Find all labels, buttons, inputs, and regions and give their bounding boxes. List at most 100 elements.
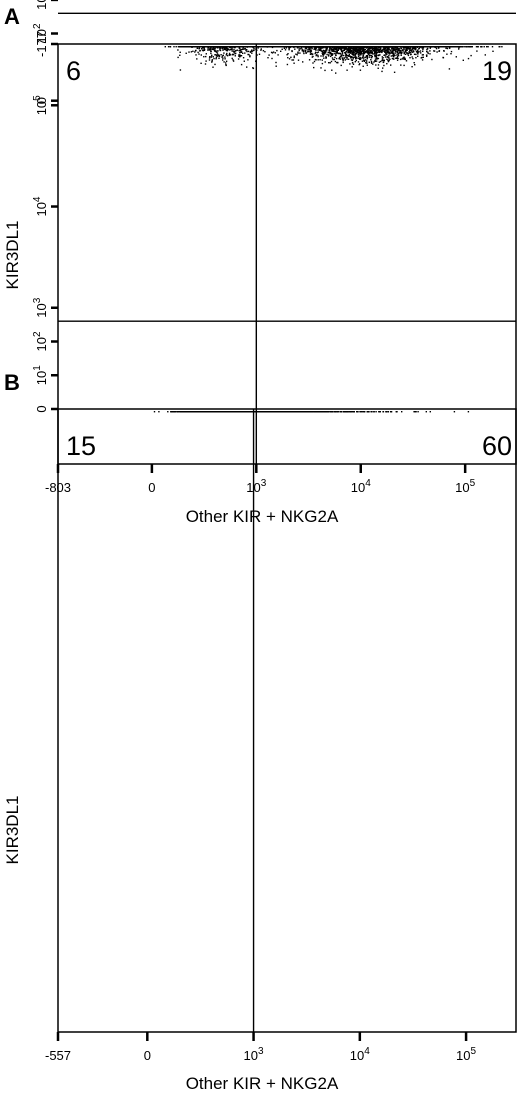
event-point — [394, 49, 396, 51]
event-point — [396, 51, 398, 53]
event-point — [370, 61, 373, 64]
event-point — [412, 50, 415, 52]
event-point — [397, 52, 400, 54]
event-point — [349, 49, 351, 51]
event-point — [378, 51, 381, 54]
event-point — [366, 52, 369, 54]
event-point — [380, 47, 382, 49]
event-point — [335, 57, 338, 60]
event-point — [361, 49, 364, 51]
event-point — [378, 61, 381, 63]
event-point — [461, 46, 463, 48]
event-point — [384, 50, 386, 52]
event-point — [370, 60, 373, 63]
event-point — [361, 47, 364, 49]
event-point — [404, 49, 407, 51]
event-point — [305, 52, 307, 54]
event-point — [321, 59, 323, 61]
event-point — [342, 61, 344, 64]
event-point — [376, 51, 379, 53]
event-point — [373, 49, 375, 52]
event-point — [364, 59, 367, 61]
event-point — [373, 47, 375, 50]
event-point — [288, 58, 291, 60]
event-point — [369, 46, 371, 49]
event-point — [314, 52, 316, 55]
event-point — [445, 47, 447, 49]
event-point — [418, 47, 421, 49]
event-point — [381, 58, 384, 60]
event-point — [290, 56, 292, 58]
event-point — [384, 54, 386, 56]
event-point — [388, 56, 390, 58]
event-point — [354, 50, 357, 52]
event-point — [392, 47, 394, 50]
event-point — [393, 71, 396, 73]
event-point — [337, 52, 339, 55]
event-point — [272, 51, 275, 53]
event-point — [318, 49, 321, 51]
event-point — [322, 53, 324, 56]
event-point — [359, 56, 361, 59]
event-point — [347, 49, 349, 51]
event-point — [371, 48, 374, 51]
event-point — [448, 68, 451, 70]
event-point — [381, 59, 383, 62]
event-point — [384, 47, 387, 49]
event-point — [285, 47, 287, 49]
event-point — [352, 56, 354, 59]
event-point — [313, 48, 315, 50]
event-point — [370, 50, 372, 52]
event-point — [449, 47, 451, 49]
event-point — [324, 51, 327, 54]
event-point — [360, 52, 363, 55]
event-point — [385, 54, 387, 56]
event-point — [396, 59, 399, 61]
event-point — [395, 47, 397, 49]
event-point — [344, 52, 346, 54]
event-point — [357, 51, 360, 54]
event-point — [313, 60, 316, 63]
event-point — [388, 59, 390, 62]
event-point — [458, 48, 460, 50]
event-point — [309, 50, 311, 53]
event-point — [421, 47, 423, 49]
event-point — [335, 54, 337, 57]
event-point — [331, 54, 334, 56]
event-point — [351, 62, 354, 64]
event-point — [352, 63, 355, 65]
event-point — [345, 56, 347, 58]
event-point — [435, 46, 437, 49]
event-point — [367, 50, 369, 53]
event-point — [308, 50, 310, 53]
event-point — [315, 59, 317, 61]
event-point — [326, 53, 328, 56]
event-point — [382, 67, 384, 69]
event-point — [347, 47, 349, 50]
event-point — [330, 60, 333, 63]
event-point — [304, 50, 307, 53]
event-point — [410, 51, 412, 54]
event-point — [345, 54, 348, 56]
event-point — [357, 61, 360, 63]
event-point — [342, 58, 344, 61]
event-point — [476, 50, 478, 52]
event-point — [364, 56, 366, 59]
event-point — [403, 52, 405, 55]
event-point — [415, 57, 417, 59]
event-point — [389, 53, 391, 55]
event-point — [429, 53, 431, 55]
event-point — [317, 59, 319, 61]
event-point — [396, 46, 399, 49]
event-point — [267, 57, 269, 59]
event-point — [305, 49, 307, 51]
event-point — [328, 62, 330, 64]
event-point — [349, 52, 352, 54]
event-point — [368, 56, 371, 58]
event-point — [470, 54, 472, 57]
event-point — [320, 55, 322, 57]
event-point — [391, 50, 393, 52]
event-point — [388, 46, 390, 49]
event-point — [302, 61, 304, 63]
